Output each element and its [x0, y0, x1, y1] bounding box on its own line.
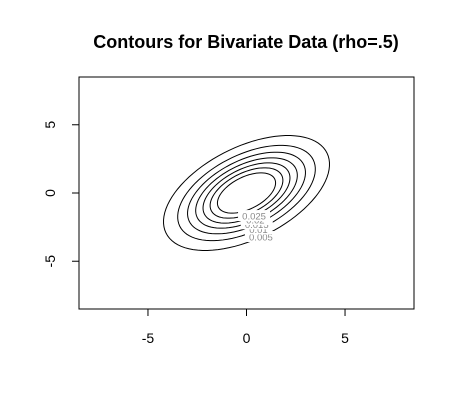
x-tick-label-2: 5: [341, 330, 349, 346]
x-axis: -5 0 5: [142, 308, 349, 346]
contour-line-4: [202, 162, 291, 224]
contour-label-background-4: [238, 210, 271, 222]
contour-line-2: [187, 151, 306, 235]
y-tick-label-2: 5: [42, 121, 58, 129]
contour-lines: [163, 135, 330, 251]
contour-label-4: 0.025: [242, 212, 266, 223]
contour-line-6: [216, 172, 277, 214]
contour-label-0: 0.005: [249, 233, 273, 244]
y-tick-label-0: -5: [42, 255, 58, 268]
y-tick-label-1: 0: [42, 189, 58, 197]
x-tick-label-0: -5: [142, 330, 155, 346]
contour-line-1: [177, 144, 316, 242]
x-tick-label-1: 0: [243, 330, 251, 346]
contour-line-3: [195, 157, 298, 229]
contour-label-background-0: [244, 231, 277, 243]
contour-label-1: 0.01: [249, 225, 268, 236]
chart-title: Contours for Bivariate Data (rho=.5): [93, 32, 399, 52]
contour-line-0: [163, 135, 330, 251]
plot-frame: [78, 76, 415, 310]
y-axis: -5 0 5: [42, 121, 80, 268]
contour-label-2: 0.015: [245, 220, 269, 231]
contour-line-5: [209, 167, 284, 219]
